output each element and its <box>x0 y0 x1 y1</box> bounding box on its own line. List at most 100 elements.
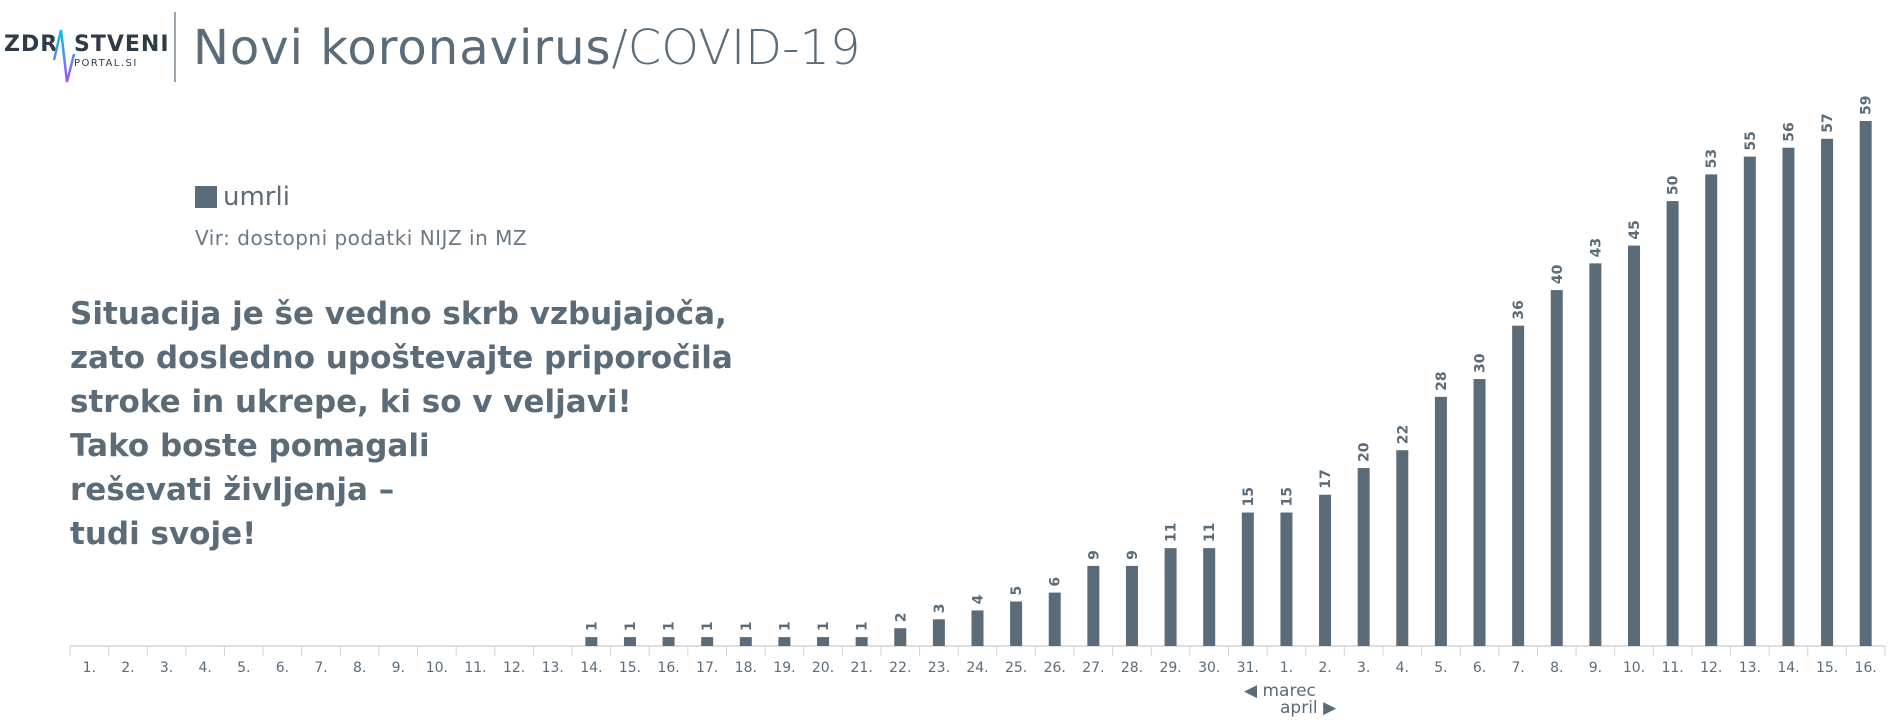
bar <box>701 637 714 646</box>
logo-text-left: ZDR <box>4 32 59 57</box>
x-tick-label: 25. <box>1005 660 1027 676</box>
bar <box>932 619 945 646</box>
x-tick-label: 30. <box>1198 660 1220 676</box>
x-tick-label: 31. <box>1237 660 1259 676</box>
bar-data-label: 4 <box>971 594 987 604</box>
bar <box>1743 156 1756 647</box>
bar <box>1125 565 1138 646</box>
x-tick-label: 3. <box>160 660 173 676</box>
logo: ZDR STVENI PORTAL.SI <box>2 16 170 86</box>
bar <box>662 637 675 646</box>
message-line: zato dosledno upoštevajte priporočila <box>70 340 733 376</box>
bar <box>585 637 598 646</box>
page-title: Novi koronavirus/COVID-19 <box>193 20 861 76</box>
bar <box>1280 512 1293 646</box>
bar <box>1164 548 1177 646</box>
bar-data-label: 53 <box>1704 149 1720 168</box>
warning-message: Situacija je še vedno skrb vzbujajoča, z… <box>70 292 733 556</box>
bar <box>1357 468 1370 646</box>
bar <box>855 637 868 646</box>
title-main: Novi koronavirus <box>193 20 612 76</box>
bar-data-label: 2 <box>893 612 909 622</box>
x-tick-label: 26. <box>1044 660 1066 676</box>
x-tick-label: 16. <box>657 660 679 676</box>
x-tick-label: 13. <box>542 660 564 676</box>
bar-data-label: 57 <box>1820 113 1836 132</box>
pulse-icon <box>52 29 76 83</box>
bar-data-label: 11 <box>1164 523 1180 542</box>
bar <box>1859 121 1872 646</box>
bar <box>1627 245 1640 646</box>
bar <box>1434 396 1447 646</box>
bar <box>1666 201 1679 646</box>
message-line: tudi svoje! <box>70 516 257 552</box>
message-line: Situacija je še vedno skrb vzbujajoča, <box>70 296 727 332</box>
legend-label: umrli <box>223 182 290 212</box>
message-line: Tako boste pomagali <box>70 428 430 464</box>
x-tick-label: 11. <box>464 660 486 676</box>
bar <box>1048 592 1061 646</box>
bar <box>1010 601 1023 646</box>
bar <box>778 637 791 646</box>
x-tick-label: 6. <box>276 660 289 676</box>
bar <box>1203 548 1216 646</box>
bar-data-label: 1 <box>855 621 871 631</box>
x-tick-label: 4. <box>1396 660 1409 676</box>
chart-legend: umrli <box>195 182 290 212</box>
bar <box>739 637 752 646</box>
bar-data-label: 1 <box>700 621 716 631</box>
bar-data-label: 1 <box>584 621 600 631</box>
bar-data-label: 43 <box>1588 238 1604 257</box>
x-tick-label: 2. <box>121 660 134 676</box>
month-label-april: april <box>1280 698 1318 718</box>
bar-data-label: 9 <box>1125 550 1141 560</box>
x-tick-label: 10. <box>1623 660 1645 676</box>
bar <box>1087 565 1100 646</box>
x-tick-label: 9. <box>1589 660 1602 676</box>
logo-text-right: STVENI <box>74 32 170 57</box>
legend-swatch <box>195 186 217 208</box>
x-tick-label: 22. <box>889 660 911 676</box>
x-tick-label: 20. <box>812 660 834 676</box>
x-tick-label: 5. <box>237 660 250 676</box>
x-tick-label: 9. <box>392 660 405 676</box>
bar-data-label: 36 <box>1511 300 1527 319</box>
bar-data-label: 15 <box>1279 487 1295 506</box>
x-tick-label: 2. <box>1318 660 1331 676</box>
bar-data-label: 1 <box>739 621 755 631</box>
x-tick-label: 15. <box>1816 660 1838 676</box>
bar-data-label: 11 <box>1202 523 1218 542</box>
triangle-left-icon: ◀ <box>1244 681 1258 701</box>
bar-data-label: 45 <box>1627 220 1643 239</box>
bar <box>1396 450 1409 646</box>
bar-data-label: 1 <box>777 621 793 631</box>
bar-data-label: 9 <box>1086 550 1102 560</box>
bar-data-label: 17 <box>1318 469 1334 488</box>
bar-data-label: 20 <box>1357 442 1373 462</box>
bar <box>1821 138 1834 646</box>
bar-data-label: 56 <box>1781 122 1797 141</box>
x-tick-label: 8. <box>1550 660 1563 676</box>
x-tick-label: 5. <box>1434 660 1447 676</box>
source-note: Vir: dostopni podatki NIJZ in MZ <box>195 226 528 250</box>
bar-data-label: 22 <box>1395 425 1411 444</box>
bar <box>1241 512 1254 646</box>
x-tick-label: 14. <box>580 660 602 676</box>
x-tick-label: 23. <box>928 660 950 676</box>
x-tick-label: 7. <box>1511 660 1524 676</box>
x-tick-label: 21. <box>851 660 873 676</box>
bar-data-label: 15 <box>1241 487 1257 506</box>
x-tick-label: 1. <box>1280 660 1293 676</box>
x-tick-label: 15. <box>619 660 641 676</box>
bar-data-label: 59 <box>1859 96 1875 115</box>
x-tick-label: 29. <box>1159 660 1181 676</box>
message-line: stroke in ukrepe, ki so v veljavi! <box>70 384 632 420</box>
triangle-right-icon: ▶ <box>1323 698 1337 718</box>
bar <box>1550 290 1563 646</box>
bar-data-label: 1 <box>816 621 832 631</box>
x-tick-label: 3. <box>1357 660 1370 676</box>
bar <box>1319 494 1332 646</box>
x-tick-label: 4. <box>198 660 211 676</box>
x-tick-label: 24. <box>966 660 988 676</box>
